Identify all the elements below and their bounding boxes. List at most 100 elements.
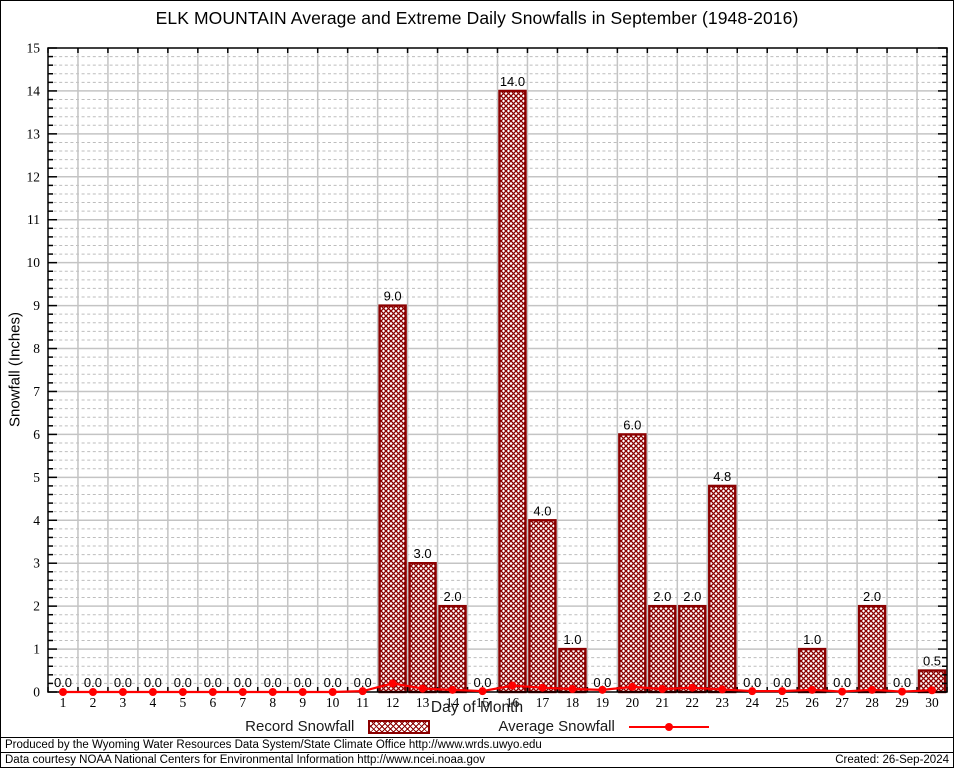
value-label-day-1: 0.0 [54,675,72,690]
svg-text:10: 10 [27,255,41,270]
value-label-day-11: 0.0 [354,675,372,690]
svg-text:12: 12 [27,169,41,184]
svg-text:22: 22 [686,695,700,710]
svg-text:15: 15 [27,41,41,56]
value-label-day-20: 6.0 [623,417,641,432]
average-marker-day-3 [118,688,127,696]
average-marker-day-16 [508,681,517,690]
legend: Record Snowfall Average Snowfall [1,718,953,735]
value-label-day-8: 0.0 [264,675,282,690]
svg-text:4: 4 [150,695,157,710]
value-label-day-24: 0.0 [743,675,761,690]
bar-value-labels: 0.0 0.0 0.0 0.0 0.0 0.0 0.0 0.0 0.0 0.0 0.0 9.0 3.0 2… [54,74,941,690]
record-bar-day-14 [438,604,467,694]
legend-record-swatch [368,719,431,734]
value-label-day-5: 0.0 [174,675,192,690]
value-label-day-3: 0.0 [114,675,132,690]
average-marker-day-30 [928,686,937,695]
value-label-day-17: 4.0 [533,503,551,518]
svg-text:27: 27 [835,695,849,710]
y-axis-title: Snowfall (Inches) [6,311,24,428]
average-marker-day-15 [478,687,487,696]
svg-text:15: 15 [476,695,490,710]
value-label-day-21: 2.0 [653,589,671,604]
svg-text:9: 9 [299,695,306,710]
svg-text:25: 25 [775,695,789,710]
average-marker-day-13 [418,684,427,693]
value-label-day-19: 0.0 [593,675,611,690]
svg-text:4: 4 [33,513,40,528]
average-marker-day-1 [58,688,67,696]
legend-average-marker [628,722,709,732]
average-marker-day-2 [88,688,97,696]
svg-text:16: 16 [506,695,520,710]
value-label-day-28: 2.0 [863,589,881,604]
value-label-day-22: 2.0 [683,589,701,604]
svg-text:10: 10 [326,695,340,710]
average-marker-day-21 [658,684,667,693]
value-label-day-9: 0.0 [294,675,312,690]
svg-text:14: 14 [27,83,41,98]
x-tick-labels: 1 2 3 4 5 6 7 8 9 10 11 12 13 14 15 16 17 18 19 20 21 22 23 24 2… [60,695,939,710]
svg-text:9: 9 [33,298,40,313]
average-marker-day-22 [688,683,697,692]
x-axis-title: Day of Month [430,699,524,716]
svg-text:30: 30 [925,695,939,710]
value-label-day-27: 0.0 [833,675,851,690]
record-bar-day-22 [678,604,707,694]
svg-text:23: 23 [716,695,730,710]
record-bar-day-21 [648,604,677,694]
average-marker-day-19 [598,685,607,694]
average-marker-day-23 [718,685,727,694]
svg-text:5: 5 [33,470,40,485]
svg-text:11: 11 [27,212,40,227]
value-label-day-25: 0.0 [773,675,791,690]
svg-text:7: 7 [239,695,246,710]
svg-text:14: 14 [446,695,460,710]
svg-text:28: 28 [865,695,879,710]
footer: Produced by the Wyoming Water Resources … [1,737,953,767]
value-label-day-23: 4.8 [713,469,731,484]
svg-text:1: 1 [60,695,67,710]
value-label-day-4: 0.0 [144,675,162,690]
average-marker-day-25 [778,687,787,696]
average-marker-day-18 [568,684,577,693]
record-bar-day-17 [528,519,557,694]
average-marker-day-10 [328,688,337,696]
record-bar-day-26 [797,647,827,694]
svg-text:26: 26 [805,695,819,710]
value-label-day-26: 1.0 [803,632,821,647]
average-marker-day-9 [298,688,307,696]
record-bar-day-16 [498,89,527,694]
created-date: Created: 26-Sep-2024 [835,754,949,766]
footer-line-2: Data courtesy NOAA National Centers for … [1,752,953,767]
value-label-day-29: 0.0 [893,675,911,690]
svg-text:2: 2 [90,695,97,710]
svg-text:3: 3 [33,556,40,571]
value-label-day-7: 0.0 [234,675,252,690]
average-marker-day-5 [178,688,187,696]
svg-text:19: 19 [596,695,610,710]
svg-text:12: 12 [386,695,400,710]
average-marker-day-12 [388,679,397,688]
svg-text:2: 2 [33,599,40,614]
average-marker-day-24 [748,687,757,696]
average-marker-day-17 [538,683,547,692]
legend-record-label: Record Snowfall [245,718,355,735]
average-marker-day-26 [808,685,817,694]
svg-text:20: 20 [626,695,640,710]
average-marker-day-7 [238,688,247,696]
svg-text:21: 21 [656,695,670,710]
average-snowfall-markers [58,679,937,696]
value-label-day-10: 0.0 [324,675,342,690]
svg-text:0: 0 [33,685,40,700]
average-marker-day-20 [628,682,637,691]
svg-text:6: 6 [209,695,216,710]
value-label-day-2: 0.0 [84,675,102,690]
svg-text:13: 13 [27,126,41,141]
svg-text:6: 6 [33,427,40,442]
average-marker-day-8 [268,688,277,696]
